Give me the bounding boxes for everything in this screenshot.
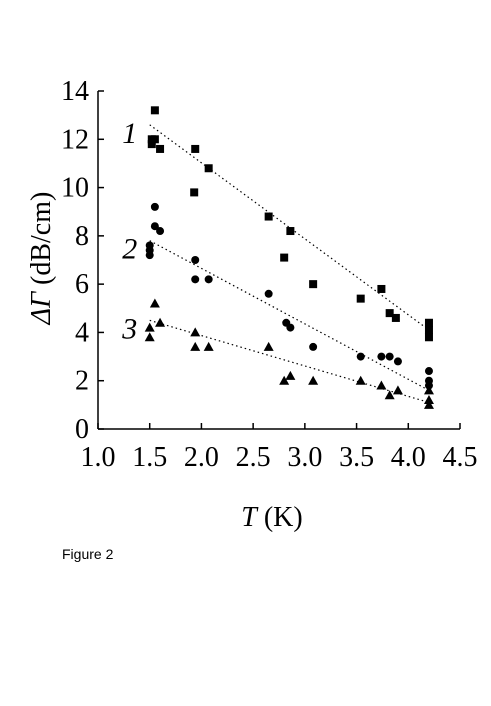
y-axis-unit-text: (dB/cm) — [26, 192, 57, 285]
x-tick-label: 2.0 — [184, 442, 219, 473]
point-series-1 — [191, 144, 200, 153]
point-series-1 — [150, 135, 159, 144]
fit-line-series-2 — [149, 240, 430, 391]
point-series-1 — [424, 333, 433, 342]
point-series-2 — [309, 342, 318, 351]
y-tick-label: 6 — [75, 269, 89, 300]
point-series-1 — [391, 313, 400, 322]
point-series-1 — [356, 294, 365, 303]
point-series-3 — [308, 375, 319, 385]
point-series-3 — [155, 317, 166, 327]
point-series-1 — [147, 140, 156, 149]
point-series-3 — [263, 341, 274, 351]
x-tick-label: 1.0 — [81, 442, 116, 473]
point-series-2 — [385, 352, 394, 361]
point-series-2 — [150, 202, 159, 211]
series-label-1: 1 — [122, 117, 137, 150]
y-tick-label: 14 — [61, 76, 89, 107]
data-points — [144, 106, 434, 409]
point-series-3 — [423, 385, 434, 395]
point-series-3 — [355, 375, 366, 385]
x-axis-symbol: T — [241, 502, 259, 533]
point-series-2 — [393, 357, 402, 366]
series-label-2: 2 — [122, 233, 137, 266]
x-axis-title: T (K) — [241, 502, 302, 533]
point-series-3 — [190, 327, 201, 337]
y-tick-label: 12 — [61, 124, 89, 155]
point-series-1 — [377, 284, 386, 293]
point-series-3 — [203, 341, 214, 351]
point-series-2 — [204, 275, 213, 284]
point-series-3 — [190, 341, 201, 351]
x-tick-label: 2.5 — [236, 442, 271, 473]
x-tick-label: 3.0 — [287, 442, 322, 473]
point-series-1 — [156, 144, 165, 153]
point-series-1 — [309, 280, 318, 289]
point-series-2 — [264, 289, 273, 298]
point-series-2 — [191, 275, 200, 284]
y-tick-label: 10 — [61, 173, 89, 204]
point-series-3 — [384, 390, 395, 400]
series-labels: 1 2 3 — [121, 117, 137, 346]
point-series-1 — [385, 309, 394, 318]
y-tick-label: 4 — [75, 317, 89, 348]
point-series-1 — [150, 106, 159, 115]
point-series-2 — [377, 352, 386, 361]
point-series-2 — [150, 222, 159, 231]
x-tick-label: 3.5 — [339, 442, 374, 473]
point-series-3 — [149, 298, 160, 308]
fit-line-series-1 — [149, 124, 430, 331]
point-series-3 — [279, 375, 290, 385]
x-tick-label: 1.5 — [132, 442, 167, 473]
point-series-1 — [204, 164, 213, 173]
y-tick-label: 2 — [75, 366, 89, 397]
y-axis-symbol: ΔΓ — [26, 291, 57, 325]
point-series-1 — [264, 212, 273, 221]
figure-caption: Figure 2 — [62, 546, 114, 562]
point-series-2 — [145, 251, 154, 260]
point-series-3 — [144, 332, 155, 342]
series-label-3: 3 — [121, 312, 137, 345]
point-series-3 — [376, 380, 387, 390]
point-series-3 — [285, 370, 296, 380]
x-axis-unit: (K) — [264, 502, 303, 533]
point-series-1 — [280, 253, 289, 262]
point-series-2 — [424, 367, 433, 376]
point-series-2 — [356, 352, 365, 361]
y-tick-label: 0 — [75, 414, 89, 445]
point-series-1 — [190, 188, 199, 197]
point-series-3 — [392, 385, 403, 395]
point-series-1 — [424, 326, 433, 335]
fit-line-series-3 — [149, 319, 430, 404]
point-series-2 — [286, 323, 295, 332]
point-series-3 — [423, 395, 434, 405]
x-tick-label: 4.5 — [443, 442, 478, 473]
y-tick-label: 8 — [75, 221, 89, 252]
point-series-1 — [286, 227, 295, 236]
point-series-2 — [191, 256, 200, 264]
point-series-3 — [423, 399, 434, 409]
point-series-3 — [144, 322, 155, 332]
fit-lines — [149, 124, 430, 404]
y-axis-title: ΔΓ (dB/cm) — [26, 192, 57, 326]
point-series-1 — [424, 318, 433, 327]
point-series-2 — [156, 227, 165, 236]
x-tick-label: 4.0 — [391, 442, 426, 473]
